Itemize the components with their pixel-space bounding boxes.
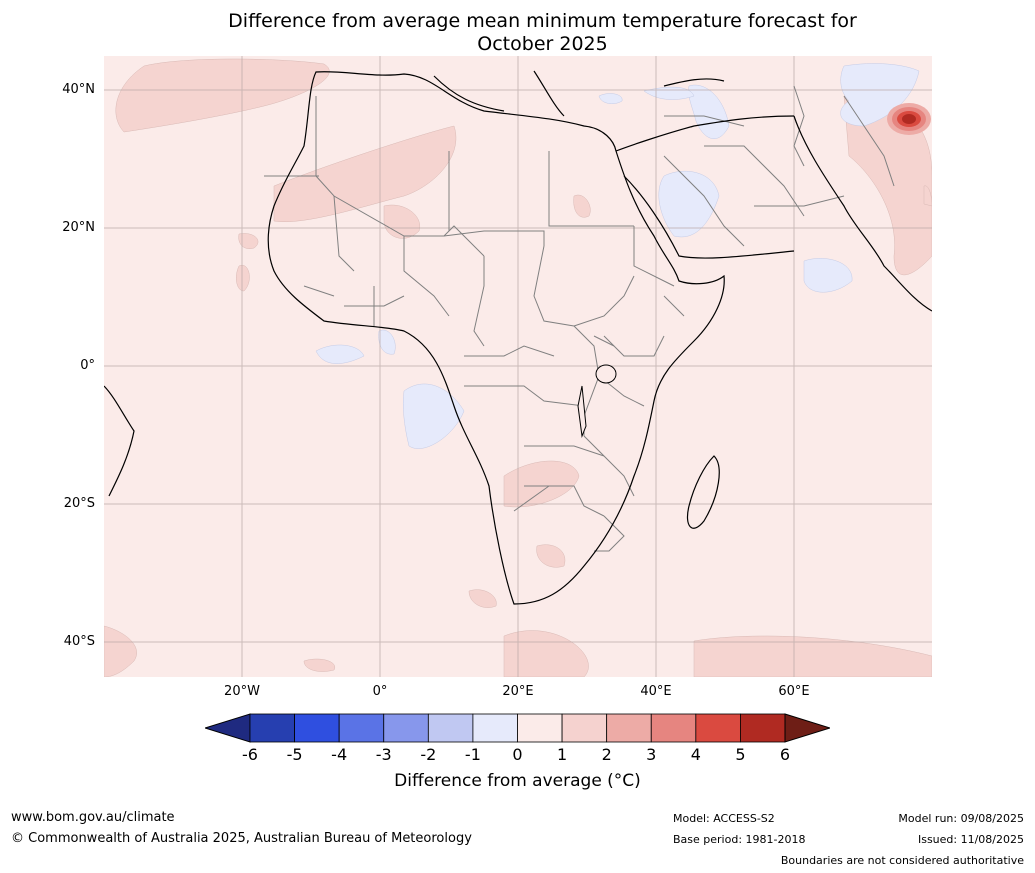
colorbar — [203, 712, 832, 744]
lon-label-40e: 40°E — [640, 684, 672, 699]
colorbar-graphic — [203, 713, 832, 743]
lat-label-40n: 40°N — [62, 82, 95, 97]
lon-label-20e: 20°E — [502, 684, 534, 699]
chart-title: Difference from average mean minimum tem… — [0, 10, 1035, 56]
colorbar-tick-label: -6 — [242, 745, 258, 764]
lon-label-60e: 60°E — [778, 684, 810, 699]
colorbar-tick-label: 5 — [735, 745, 746, 764]
colorbar-extend-high — [784, 713, 832, 743]
colorbar-tick-label: -1 — [464, 745, 481, 764]
colorbar-label: Difference from average (°C) — [394, 771, 641, 791]
graticule — [104, 56, 932, 677]
lon-label-0: 0° — [372, 684, 388, 699]
colorbar-tick-label: 0 — [512, 745, 523, 764]
country-borders — [264, 85, 895, 552]
lat-label-20n: 20°N — [62, 220, 95, 235]
colorbar-swatch — [338, 713, 385, 743]
colorbar-swatch — [517, 713, 563, 743]
footer-url: www.bom.gov.au/climate — [11, 810, 175, 825]
title-line-2: October 2025 — [477, 33, 608, 55]
colorbar-swatch — [695, 713, 741, 743]
colorbar-tick-label: 2 — [601, 745, 612, 764]
colorbar-tick-label: -4 — [331, 745, 348, 764]
colorbar-tick-label: 1 — [556, 745, 568, 764]
map-panel — [104, 56, 932, 677]
colorbar-tick-label: 3 — [646, 745, 657, 764]
colorbar-tick-label: -5 — [286, 745, 303, 764]
footer-model: Model: ACCESS-S2 — [673, 812, 775, 825]
footer-base-period: Base period: 1981-2018 — [673, 833, 806, 846]
anomaly-warm-patches — [104, 58, 932, 677]
lat-label-20s: 20°S — [63, 496, 95, 511]
lat-label-equator: 0° — [80, 358, 95, 373]
colorbar-tick-label: 6 — [779, 745, 791, 764]
colorbar-swatch — [249, 713, 295, 743]
footer-model-run: Model run: 09/08/2025 — [898, 812, 1024, 825]
colorbar-swatch — [740, 713, 786, 743]
colorbar-swatch — [650, 713, 697, 743]
forecast-map — [104, 56, 932, 677]
colorbar-swatch — [606, 713, 652, 743]
footer-disclaimer: Boundaries are not considered authoritat… — [780, 854, 1024, 867]
colorbar-swatch — [561, 713, 608, 743]
lakes — [577, 364, 617, 438]
colorbar-swatch — [427, 713, 474, 743]
title-line-1: Difference from average mean minimum tem… — [228, 10, 857, 32]
colorbar-extend-low — [203, 713, 251, 743]
colorbar-tick-label: -2 — [420, 745, 437, 764]
colorbar-swatch — [294, 713, 340, 743]
lat-label-40s: 40°S — [63, 634, 95, 649]
footer-copyright: © Commonwealth of Australia 2025, Austra… — [11, 831, 472, 846]
footer-issued: Issued: 11/08/2025 — [917, 833, 1024, 846]
colorbar-tick-label: 4 — [690, 745, 701, 764]
coastline — [104, 70, 932, 605]
anomaly-hotspot — [887, 103, 931, 135]
lon-label-20w: 20°W — [224, 684, 260, 699]
colorbar-tick-label: -3 — [375, 745, 392, 764]
colorbar-swatch — [383, 713, 429, 743]
colorbar-swatch — [472, 713, 518, 743]
